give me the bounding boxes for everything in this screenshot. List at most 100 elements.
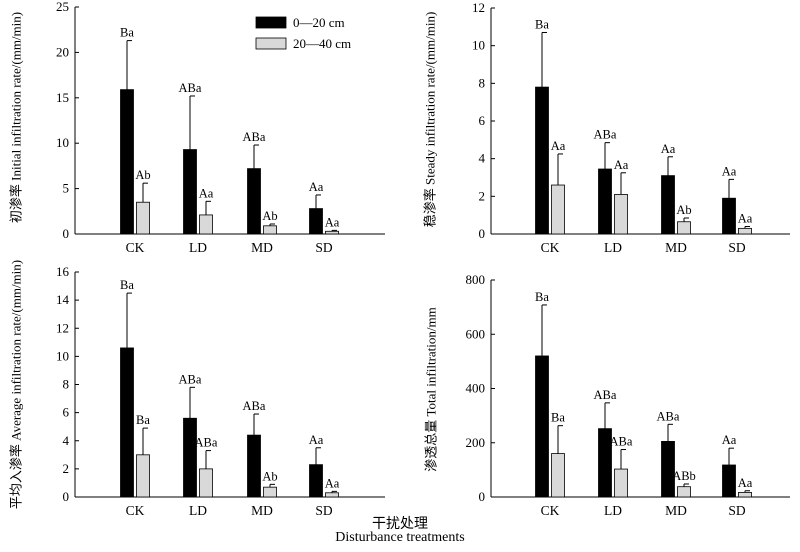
bar xyxy=(247,168,261,235)
legend-label: 0—20 cm xyxy=(293,15,345,30)
bar xyxy=(661,175,675,235)
y-tick-label: 6 xyxy=(479,113,486,128)
y-tick-label: 25 xyxy=(56,0,69,14)
x-tick-label: SD xyxy=(315,240,333,255)
y-tick-label: 10 xyxy=(56,348,69,363)
significance-label: ABa xyxy=(179,81,202,95)
significance-label: Aa xyxy=(614,158,629,172)
bar xyxy=(535,355,549,498)
bar xyxy=(722,197,736,235)
y-tick-label: 10 xyxy=(472,38,485,53)
significance-label: Ba xyxy=(535,17,549,31)
y-tick-label: 14 xyxy=(56,292,70,307)
bar xyxy=(738,491,752,498)
significance-label: ABa xyxy=(657,409,680,423)
bar xyxy=(614,468,628,498)
significance-label: Aa xyxy=(309,180,324,194)
y-axis-title-total: 渗透总量 Total infiltration/mm xyxy=(421,280,440,500)
bar xyxy=(309,208,323,235)
y-tick-label: 4 xyxy=(63,433,70,448)
significance-label: Ba xyxy=(551,411,565,425)
x-axis-title-en: Disturbance treatments xyxy=(335,530,465,545)
significance-label: ABa xyxy=(610,435,633,449)
x-tick-label: SD xyxy=(728,503,746,518)
bar xyxy=(738,227,752,235)
bar xyxy=(535,86,549,235)
y-tick-label: 12 xyxy=(472,0,485,15)
significance-label: Aa xyxy=(309,433,324,447)
y-axis-title-average-en: Average infiltration rate/(mm/min) xyxy=(8,259,24,441)
significance-label: Aa xyxy=(738,211,753,225)
x-tick-label: SD xyxy=(728,240,746,255)
y-tick-label: 0 xyxy=(63,489,70,504)
bar xyxy=(247,434,261,498)
significance-label: Ab xyxy=(676,203,691,217)
bar xyxy=(309,464,323,498)
x-tick-label: CK xyxy=(541,240,560,255)
x-tick-label: LD xyxy=(189,503,207,518)
bar xyxy=(120,347,134,498)
x-tick-label: CK xyxy=(126,240,145,255)
bar xyxy=(263,486,277,498)
bar xyxy=(325,492,339,498)
significance-label: ABa xyxy=(243,399,266,413)
x-tick-label: LD xyxy=(604,240,622,255)
bar xyxy=(614,194,628,235)
y-tick-label: 400 xyxy=(466,381,486,396)
bar xyxy=(120,89,134,235)
significance-label: ABb xyxy=(672,469,696,483)
significance-label: Ba xyxy=(120,278,134,292)
significance-label: Aa xyxy=(325,215,340,229)
legend-swatch xyxy=(255,37,287,50)
y-tick-label: 0 xyxy=(479,226,486,241)
legend-label: 20—40 cm xyxy=(293,36,351,51)
y-tick-label: 200 xyxy=(466,435,486,450)
significance-label: Aa xyxy=(551,139,566,153)
bar xyxy=(183,417,197,498)
x-tick-label: MD xyxy=(665,240,687,255)
x-tick-label: CK xyxy=(541,503,560,518)
significance-label: Ab xyxy=(262,469,277,483)
significance-label: Aa xyxy=(722,433,737,447)
bar xyxy=(677,221,691,235)
bar xyxy=(136,454,150,498)
x-axis-title-cn: 干扰处理 xyxy=(372,517,428,532)
y-axis-title-initial-cn: 初渗率 xyxy=(8,184,24,224)
significance-label: Aa xyxy=(199,186,214,200)
y-tick-label: 10 xyxy=(56,135,69,150)
x-tick-label: CK xyxy=(126,503,145,518)
significance-label: Ab xyxy=(262,209,277,223)
bar xyxy=(551,184,565,235)
bar xyxy=(263,225,277,235)
bar xyxy=(199,214,213,235)
significance-label: ABa xyxy=(179,372,202,386)
x-tick-label: MD xyxy=(251,240,273,255)
y-axis-title-total-cn: 渗透总量 xyxy=(423,419,439,472)
y-axis-title-average-cn: 平均入渗率 xyxy=(8,444,24,510)
bar xyxy=(183,149,197,235)
y-tick-label: 0 xyxy=(479,489,486,504)
significance-label: ABa xyxy=(594,128,617,142)
significance-label: Aa xyxy=(722,164,737,178)
y-axis-title-average: 平均入渗率 Average infiltration rate/(mm/min) xyxy=(6,260,25,510)
bar xyxy=(677,486,691,498)
significance-label: ABa xyxy=(243,130,266,144)
significance-label: Ba xyxy=(136,413,150,427)
significance-label: Ba xyxy=(535,290,549,304)
significance-label: Aa xyxy=(661,142,676,156)
y-axis-title-steady: 稳渗率 Steady infiltration rate/(mm/min) xyxy=(420,0,439,240)
y-tick-label: 16 xyxy=(56,264,70,279)
y-tick-label: 12 xyxy=(56,320,69,335)
y-axis-title-total-en: Total infiltration/mm xyxy=(423,307,439,417)
y-tick-label: 4 xyxy=(479,151,486,166)
legend-swatch xyxy=(255,16,287,29)
y-tick-label: 6 xyxy=(63,405,70,420)
y-axis-title-initial-en: Initial infiltration rate/(mm/min) xyxy=(8,11,24,181)
significance-label: Ab xyxy=(135,168,150,182)
bar xyxy=(325,230,339,235)
significance-label: ABa xyxy=(594,388,617,402)
significance-label: Aa xyxy=(325,476,340,490)
x-tick-label: LD xyxy=(189,240,207,255)
